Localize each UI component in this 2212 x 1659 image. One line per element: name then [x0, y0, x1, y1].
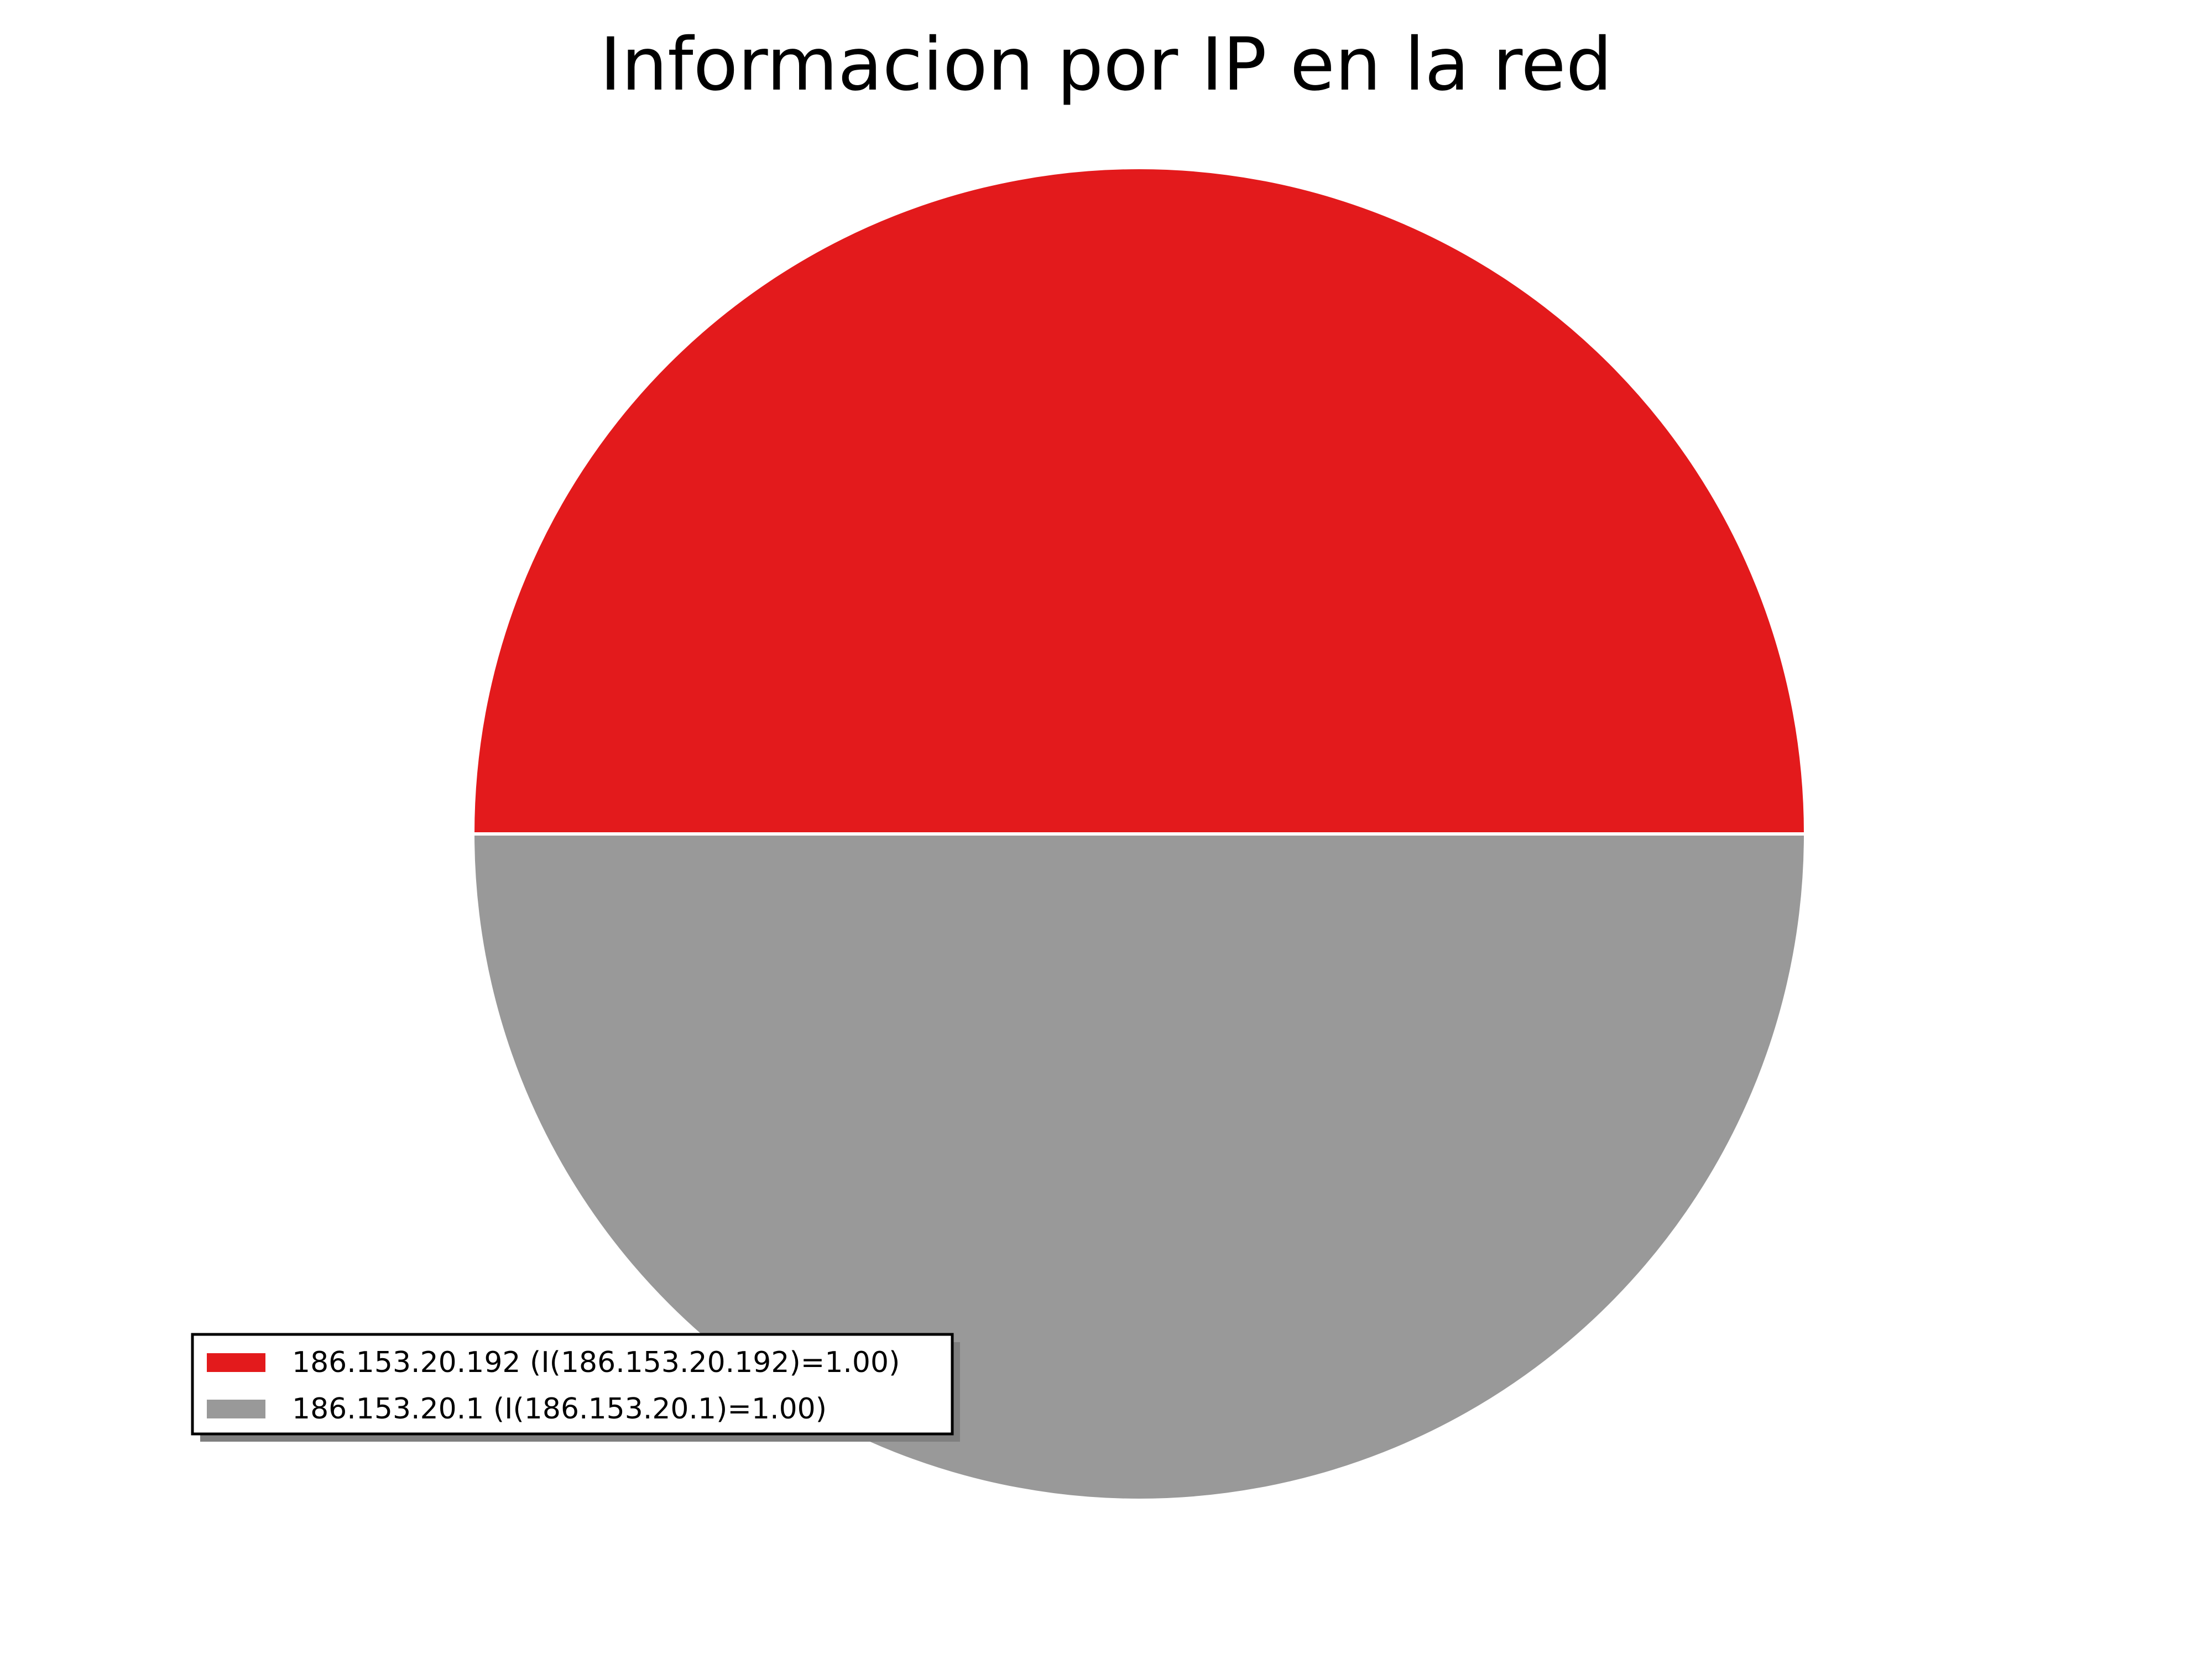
- legend-label-1: 186.153.20.192 (I(186.153.20.192)=1.00): [292, 1346, 900, 1379]
- chart-title: Informacion por IP en la red: [600, 22, 1613, 107]
- legend-swatch-2: [207, 1400, 265, 1418]
- legend-label-2: 186.153.20.1 (I(186.153.20.1)=1.00): [292, 1392, 827, 1426]
- pie-slice-1: [471, 166, 1808, 836]
- legend-box: [191, 1333, 954, 1436]
- legend: 186.153.20.192 (I(186.153.20.192)=1.00) 1…: [191, 1333, 960, 1442]
- legend-swatch-1: [207, 1353, 265, 1372]
- pie-slices: [471, 166, 1808, 1502]
